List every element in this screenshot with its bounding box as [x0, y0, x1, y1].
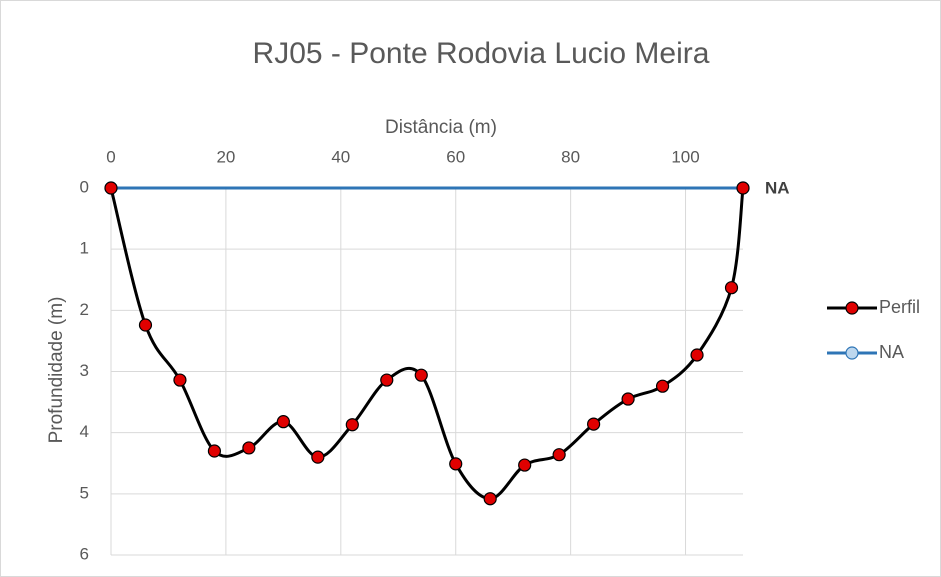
- data-point: [104, 181, 118, 195]
- data-point: [345, 418, 359, 432]
- data-point: [242, 441, 256, 455]
- x-tick-label: 60: [446, 147, 465, 166]
- y-tick-label: 6: [80, 544, 89, 563]
- data-point: [483, 492, 497, 506]
- legend-label: Perfil: [879, 297, 920, 317]
- data-point: [690, 348, 704, 362]
- data-point: [587, 417, 601, 431]
- legend-label: NA: [879, 342, 904, 362]
- x-tick-label: 40: [331, 147, 350, 166]
- data-point: [173, 373, 187, 387]
- data-point: [621, 392, 635, 406]
- data-point: [276, 415, 290, 429]
- y-tick-label: 3: [80, 361, 89, 380]
- data-point: [449, 457, 463, 471]
- x-tick-label: 20: [216, 147, 235, 166]
- y-tick-label: 5: [80, 483, 89, 502]
- data-point: [380, 373, 394, 387]
- data-point: [736, 181, 750, 195]
- legend-marker: [845, 301, 859, 315]
- y-tick-label: 1: [80, 239, 89, 258]
- y-tick-label: 2: [80, 300, 89, 319]
- x-tick-label: 0: [106, 147, 115, 166]
- data-point: [207, 444, 222, 458]
- data-point: [552, 448, 566, 462]
- x-tick-label: 80: [561, 147, 580, 166]
- legend-marker: [845, 346, 859, 360]
- y-axis-title: Profundidade (m): [46, 297, 67, 444]
- data-point: [724, 281, 739, 295]
- y-tick-label: 4: [80, 422, 89, 441]
- data-point: [518, 458, 532, 472]
- x-tick-label: 100: [671, 147, 699, 166]
- annotation: NA: [765, 178, 790, 197]
- data-point: [138, 318, 153, 332]
- data-point: [311, 450, 325, 464]
- y-tick-label: 0: [80, 177, 89, 196]
- data-point: [414, 368, 428, 382]
- chart-title: RJ05 - Ponte Rodovia Lucio Meira: [253, 37, 710, 70]
- x-axis-title: Distância (m): [385, 117, 497, 138]
- data-point: [655, 379, 670, 393]
